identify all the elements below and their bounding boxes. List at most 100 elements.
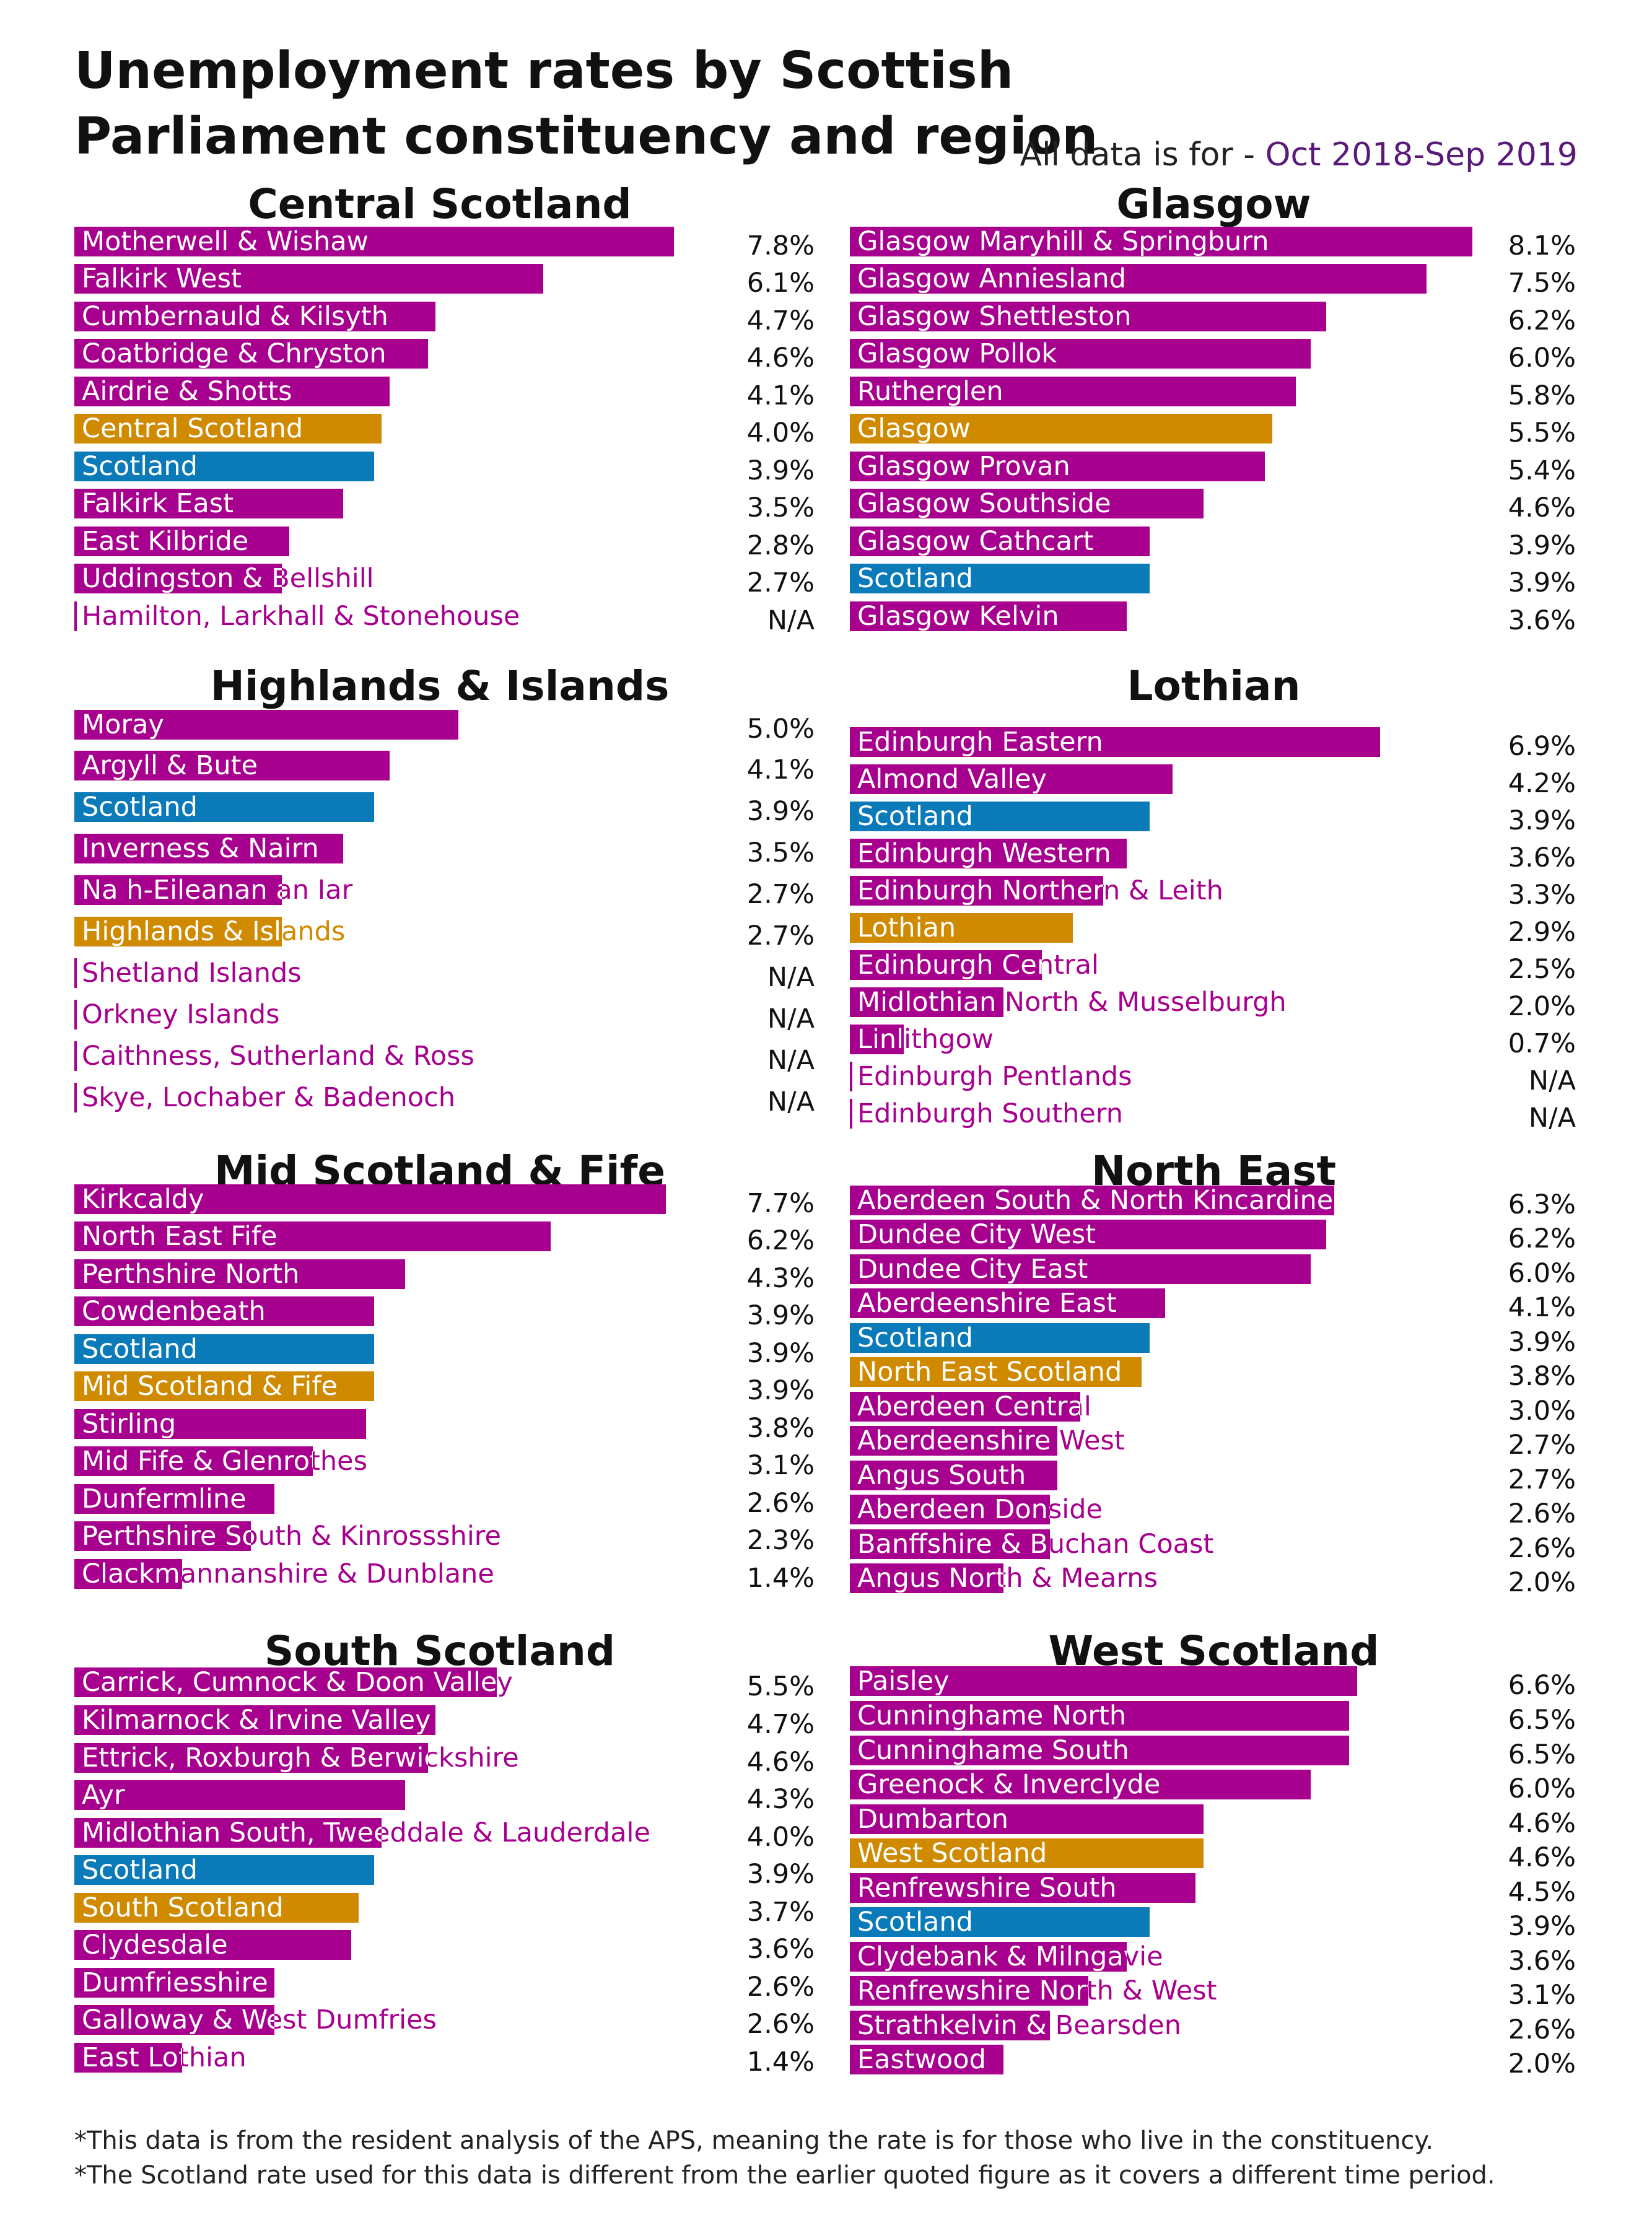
bar	[74, 834, 343, 863]
value-label: 2.6%	[746, 1972, 815, 2003]
value-label: 4.7%	[746, 1709, 815, 1740]
bar	[850, 1873, 1195, 1903]
value-label: 2.0%	[1508, 2048, 1576, 2079]
bar	[850, 839, 1127, 868]
bar-row: Aberdeen South & North Kincardine Aberdee…	[850, 1185, 1576, 1220]
bar-row: Central Scotland Central Scotland 4.0%	[74, 413, 815, 448]
bar	[74, 792, 374, 822]
bar-row: Scotland Scotland 3.9%	[74, 792, 815, 827]
bar	[74, 1968, 274, 1998]
bar-row: Angus South Angus South 2.7%	[850, 1460, 1576, 1495]
bar	[850, 1099, 852, 1129]
value-label: 3.1%	[1508, 1980, 1576, 2011]
bar-row: Dundee City West Dundee City West 6.2%	[850, 1219, 1576, 1254]
bar	[74, 751, 390, 780]
value-label: 6.0%	[1508, 1258, 1576, 1289]
value-label: 4.3%	[746, 1784, 815, 1815]
bar-row: Falkirk West Falkirk West 6.1%	[74, 263, 815, 299]
bar-row: Edinburgh Eastern Edinburgh Eastern 6.9%	[850, 727, 1576, 762]
bar	[74, 1259, 405, 1289]
value-label: 2.6%	[1508, 2014, 1576, 2045]
bar-row: North East Scotland North East Scotland 3.…	[850, 1357, 1576, 1392]
bar-row: Cunninghame South Cunninghame South 6.5%	[850, 1735, 1576, 1770]
bar-row: Scotland Scotland 3.9%	[850, 1322, 1576, 1358]
bar	[850, 1426, 1057, 1456]
bar-row: South Scotland South Scotland 3.7%	[74, 1892, 815, 1928]
bar-row: Stirling Stirling 3.8%	[74, 1409, 815, 1444]
value-label: 6.5%	[1508, 1739, 1576, 1770]
value-label: 2.7%	[746, 879, 815, 910]
bar	[74, 1743, 428, 1773]
bar	[74, 1705, 435, 1735]
value-label: 7.7%	[746, 1188, 815, 1219]
value-label: 3.9%	[746, 796, 815, 827]
bar	[74, 1446, 313, 1476]
bar-row: Moray Moray 5.0%	[74, 709, 815, 745]
bar-row: Glasgow Pollok Glasgow Pollok 6.0%	[850, 338, 1576, 374]
value-label: 4.3%	[746, 1263, 815, 1294]
value-label: 2.9%	[1508, 917, 1576, 948]
bar-row: Edinburgh Northern & Leith Edinburgh Nort…	[850, 875, 1576, 911]
bar	[74, 1780, 405, 1810]
bar-row: Perthshire North Perthshire North 4.3%	[74, 1259, 815, 1294]
bar-row: Ettrick, Roxburgh & Berwickshire Ettrick,…	[74, 1742, 815, 1778]
value-label: 6.9%	[1508, 731, 1576, 762]
value-label: 4.6%	[1508, 1808, 1576, 1839]
value-label: 3.5%	[746, 837, 815, 868]
bar-row: LinlithgowLinlithgow0.7%	[850, 1024, 1576, 1059]
bar	[74, 958, 77, 988]
bar	[850, 1254, 1311, 1284]
bar-row: West Scotland West Scotland 4.6%	[850, 1838, 1576, 1873]
bar	[850, 1288, 1165, 1318]
page-title: Unemployment rates by Scottish Parliamen…	[74, 42, 1098, 166]
bar	[850, 489, 1204, 518]
value-label: 3.7%	[746, 1897, 815, 1928]
bar	[850, 876, 1103, 906]
bar	[74, 1667, 497, 1697]
bar-row: Renfrewshire North & West Renfrewshire No…	[850, 1975, 1576, 2011]
bar	[850, 1461, 1057, 1490]
bar	[74, 1000, 77, 1029]
bar-row: Kilmarnock & Irvine Valley Kilmarnock & I…	[74, 1705, 815, 1740]
bar	[850, 227, 1472, 256]
value-label: 5.0%	[746, 714, 815, 745]
value-label: 3.9%	[746, 455, 815, 486]
bar	[850, 1666, 1357, 1696]
bar-row: Paisley Paisley 6.6%	[850, 1666, 1576, 1701]
bar	[850, 1529, 1050, 1559]
value-label: 3.9%	[1508, 805, 1576, 836]
bar-row: Dunfermline Dunfermline 2.6%	[74, 1484, 815, 1519]
bar-row: North East Fife North East Fife 6.2%	[74, 1221, 815, 1256]
bar	[74, 2043, 182, 2073]
value-label: 2.3%	[746, 1525, 815, 1556]
bar-row: Dundee City East Dundee City East 6.0%	[850, 1254, 1576, 1289]
bar-row: Cunninghame North Cunninghame North 6.5%	[850, 1700, 1576, 1736]
period-prefix: All data is for -	[1020, 136, 1265, 173]
value-label: 2.5%	[1508, 954, 1576, 985]
value-label: N/A	[1528, 1065, 1576, 1096]
bar	[850, 1838, 1204, 1868]
value-label: 3.9%	[1508, 567, 1576, 598]
bar	[74, 339, 428, 369]
bar-row: East Kilbride East Kilbride 2.8%	[74, 526, 815, 561]
bar	[74, 917, 282, 946]
bar-row: Glasgow Kelvin Glasgow Kelvin 3.6%	[850, 601, 1576, 636]
value-label: 2.0%	[1508, 1567, 1576, 1598]
bar-row: Lothian Lothian 2.9%	[850, 912, 1576, 948]
bar	[850, 1392, 1080, 1422]
bar	[74, 1521, 251, 1551]
value-label: 6.0%	[1508, 343, 1576, 374]
bar-row: Edinburgh Western Edinburgh Western 3.6%	[850, 838, 1576, 873]
bar	[74, 452, 374, 481]
bar	[74, 1893, 359, 1923]
value-label: 2.7%	[746, 567, 815, 598]
bar-row: Glasgow Anniesland Glasgow Anniesland 7.5%	[850, 263, 1576, 299]
bar	[74, 527, 289, 556]
